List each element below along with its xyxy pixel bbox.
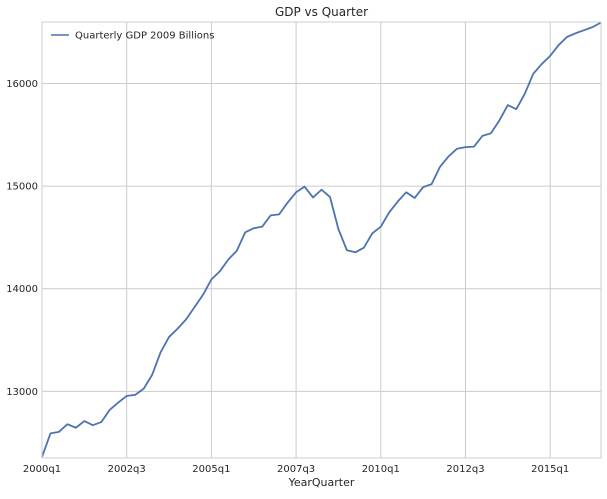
x-tick-label: 2007q3: [277, 464, 315, 475]
legend-label: Quarterly GDP 2009 Billions: [75, 31, 214, 42]
axes: 13000 14000 15000 16000 2000q1 2002q3 2005q1 20…: [6, 21, 602, 475]
legend: Quarterly GDP 2009 Billions: [51, 31, 214, 42]
x-axis-label: YearQuarter: [288, 476, 355, 489]
y-tick-label: 14000: [6, 284, 38, 295]
series-layer: [41, 21, 602, 458]
x-tick-label: 2010q1: [362, 464, 400, 475]
chart-title: GDP vs Quarter: [275, 5, 368, 19]
x-tick-label: 2015q1: [531, 464, 569, 475]
plot-background: [42, 22, 601, 458]
x-tick-label: 2012q3: [446, 464, 484, 475]
plot-frame: [41, 21, 602, 459]
y-tick-label: 15000: [6, 182, 38, 193]
x-tick-label: 2002q3: [108, 464, 146, 475]
y-tick-label: 16000: [6, 79, 38, 90]
x-tick-label: 2000q1: [23, 464, 61, 475]
y-tick-label: 13000: [6, 387, 38, 398]
x-tick-label: 2005q1: [192, 464, 230, 475]
series-line-0: [41, 21, 602, 458]
